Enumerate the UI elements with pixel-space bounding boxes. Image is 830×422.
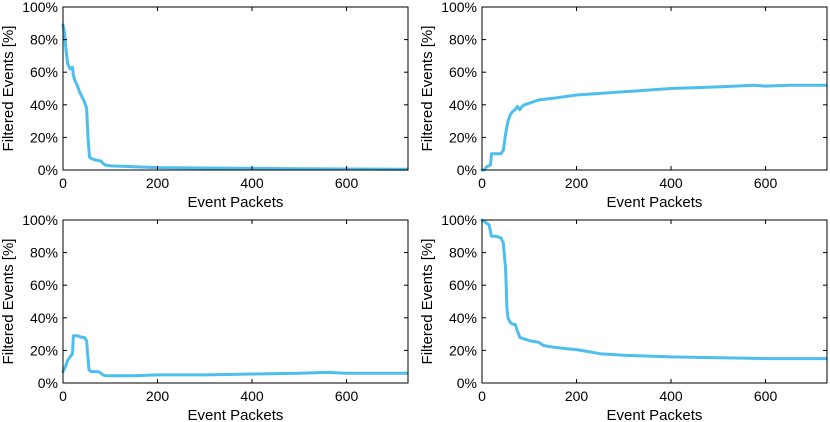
y-tick-label: 60%: [449, 64, 477, 80]
chart-panel-1: 0 200 400 600 0% 20% 40% 60% 80% 100% Event Packet…: [0, 0, 409, 211]
y-axis-label: Filtered Events [%]: [0, 26, 17, 152]
y-tick-label: 100%: [441, 0, 477, 15]
y-tick-label: 60%: [30, 64, 58, 80]
x-tick-label: 200: [565, 175, 589, 191]
y-tick-label: 60%: [449, 277, 477, 293]
chart-panel-3: 0 200 400 600 0% 20% 40% 60% 80% 100% Event Packet…: [0, 212, 409, 422]
y-tick-label: 40%: [30, 310, 58, 326]
series-line: [61, 334, 409, 378]
y-tick-label: 40%: [449, 97, 477, 113]
series-line: [61, 23, 409, 171]
y-tick-label: 60%: [30, 277, 58, 293]
y-axis-label: Filtered Events [%]: [419, 239, 436, 365]
x-axis-label: Event Packets: [607, 407, 703, 422]
series-line: [480, 218, 828, 361]
y-tick-label: 0%: [38, 162, 58, 178]
y-tick-label: 20%: [449, 129, 477, 145]
y-tick-label: 20%: [30, 129, 58, 145]
y-axis-label: Filtered Events [%]: [0, 239, 17, 365]
y-tick-label: 0%: [38, 375, 58, 391]
x-tick-label: 0: [478, 388, 486, 404]
y-tick-label: 40%: [449, 310, 477, 326]
x-tick-label: 200: [565, 388, 589, 404]
x-tick-label: 600: [335, 175, 359, 191]
y-tick-label: 40%: [30, 97, 58, 113]
y-axis-label: Filtered Events [%]: [419, 26, 436, 152]
y-tick-label: 100%: [22, 0, 58, 15]
y-tick-label: 0%: [457, 375, 477, 391]
y-tick-label: 0%: [457, 162, 477, 178]
x-tick-label: 200: [146, 388, 170, 404]
y-tick-label: 80%: [30, 245, 58, 261]
y-tick-label: 80%: [30, 32, 58, 48]
y-tick-label: 100%: [22, 212, 58, 228]
series-line: [480, 83, 828, 172]
x-tick-label: 400: [240, 388, 264, 404]
x-tick-label: 600: [335, 388, 359, 404]
x-tick-label: 400: [240, 175, 264, 191]
y-tick-label: 20%: [30, 342, 58, 358]
x-axis-label: Event Packets: [188, 407, 284, 422]
plot-frame: [481, 219, 828, 384]
y-tick-label: 80%: [449, 32, 477, 48]
plot-frame: [62, 219, 409, 384]
chart-panel-4: 0 200 400 600 0% 20% 40% 60% 80% 100% Event Packet…: [419, 212, 828, 422]
y-tick-label: 100%: [441, 212, 477, 228]
x-tick-label: 400: [659, 175, 683, 191]
x-axis-label: Event Packets: [607, 194, 703, 211]
plot-frame: [62, 6, 409, 171]
x-tick-label: 0: [478, 175, 486, 191]
chart-panel-2: 0 200 400 600 0% 20% 40% 60% 80% 100% Event Packet…: [419, 0, 828, 211]
x-tick-label: 0: [59, 388, 67, 404]
x-axis-label: Event Packets: [188, 194, 284, 211]
y-tick-label: 20%: [449, 342, 477, 358]
x-tick-label: 400: [659, 388, 683, 404]
x-tick-label: 600: [754, 388, 778, 404]
y-tick-label: 80%: [449, 245, 477, 261]
x-tick-label: 200: [146, 175, 170, 191]
plot-frame: [481, 6, 828, 171]
x-tick-label: 0: [59, 175, 67, 191]
x-tick-label: 600: [754, 175, 778, 191]
